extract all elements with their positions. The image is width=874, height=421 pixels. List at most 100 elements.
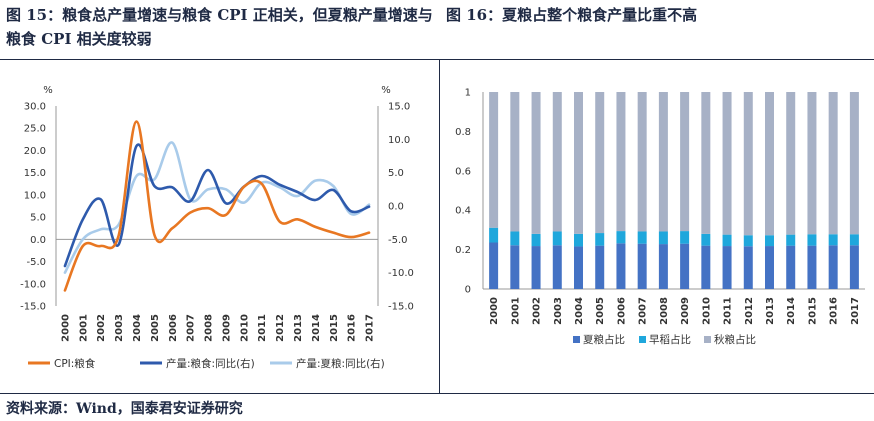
y-tick-label: 0.6: [455, 166, 471, 177]
y-tick-label: 0.2: [455, 245, 471, 256]
bar-segment-3: [786, 92, 796, 235]
bar-segment-3: [574, 92, 583, 234]
left-tick-label: 5.0: [30, 213, 46, 224]
x-tick-label: 2001: [510, 297, 521, 325]
x-tick-label: 2009: [221, 314, 232, 342]
bar-segment-3: [828, 92, 838, 235]
bar-segment-2: [701, 233, 711, 246]
legend-label-1: 夏粮占比: [583, 333, 625, 346]
legend-swatch-1: [573, 336, 580, 343]
x-tick-label: 2011: [723, 297, 734, 325]
y-tick-label: 0.4: [455, 206, 471, 217]
panel-divider: [439, 60, 440, 393]
bar-segment-3: [595, 92, 605, 234]
bar-segment-2: [807, 234, 817, 246]
x-tick-label: 2005: [595, 297, 606, 325]
legend-label-2: 产量:粮食:同比(右): [166, 357, 255, 370]
bar-segment-1: [722, 246, 732, 289]
bar-segment-2: [637, 231, 647, 244]
figure-15-line-chart: % % 30.0 25.0 20.0 15.0 10.0 5.0 0.0 -5.0 -10.0 -15…: [20, 85, 414, 370]
y-tick-label: 0: [465, 285, 471, 296]
figure-16-title: 图 16：夏粮占整个粮食产量比重不高: [446, 6, 698, 24]
x-tick-label: 2002: [532, 297, 543, 325]
bar-segment-1: [595, 245, 605, 289]
x-tick-label: 2013: [765, 297, 776, 325]
left-tick-label: 30.0: [24, 102, 46, 113]
bar-segment-1: [701, 245, 711, 289]
right-tick-label: 0.0: [388, 202, 404, 213]
bar-segment-2: [849, 234, 859, 246]
right-tick-label: 15.0: [388, 102, 410, 113]
x-tick-label: 2004: [574, 297, 585, 325]
right-tick-label: -5.0: [388, 235, 408, 246]
series-line-2: [63, 143, 371, 268]
legend-label-1: CPI:粮食: [54, 357, 96, 370]
bar-segment-2: [722, 234, 732, 247]
bar-segment-2: [828, 234, 838, 246]
x-tick-label: 2003: [114, 314, 125, 342]
left-tick-label: -15.0: [20, 302, 46, 313]
x-tick-label: 2015: [807, 297, 818, 325]
bar-segment-1: [849, 245, 859, 289]
bar-segment-1: [552, 245, 562, 289]
x-tick-label: 2001: [78, 314, 89, 342]
bar-segment-3: [722, 92, 732, 235]
x-tick-label: 2000: [60, 314, 71, 342]
bar-segment-2: [786, 234, 796, 246]
bar-segment-1: [574, 246, 583, 289]
bar-segment-1: [807, 245, 817, 289]
x-tick-label: 2012: [275, 314, 286, 342]
bar-segment-1: [765, 246, 774, 289]
x-tick-label: 2010: [701, 297, 712, 325]
bar-segment-3: [849, 92, 859, 235]
x-tick-label: 2017: [365, 314, 376, 342]
x-tick-label: 2013: [293, 314, 304, 342]
left-tick-label: -10.0: [20, 279, 46, 290]
bar-segment-2: [489, 227, 499, 243]
x-tick-label: 2008: [659, 297, 670, 325]
figure-15-title: 图 15：粮食总产量增速与粮食 CPI 正相关，但夏粮产量增速与粮食 CPI 相…: [6, 6, 433, 48]
bar-segment-3: [765, 92, 774, 236]
bar-segment-2: [658, 231, 668, 245]
bar-segment-2: [765, 235, 774, 247]
bar-segment-1: [510, 245, 520, 289]
bar-segment-3: [616, 92, 626, 232]
legend-label-3: 产量:夏粮:同比(右): [296, 357, 385, 370]
x-tick-label: 2015: [329, 314, 340, 342]
x-tick-label: 2002: [96, 314, 107, 342]
bar-segment-2: [743, 235, 753, 247]
x-tick-label: 2012: [744, 297, 755, 325]
left-tick-label: 15.0: [24, 168, 46, 179]
x-tick-label: 2006: [616, 297, 627, 325]
bar-segment-1: [531, 246, 541, 289]
legend-label-3: 秋粮占比: [714, 333, 756, 346]
source-note: 资料来源：Wind，国泰君安证券研究: [6, 401, 243, 417]
bar-segment-3: [489, 92, 499, 228]
legend-swatch-3: [704, 336, 711, 343]
bar-segment-1: [637, 243, 647, 289]
bar-segment-3: [701, 92, 711, 234]
bar-segment-1: [680, 243, 690, 289]
x-tick-label: 2010: [239, 314, 250, 342]
right-tick-label: 10.0: [388, 135, 410, 146]
left-tick-label: 0.0: [30, 235, 46, 246]
bar-segment-2: [680, 231, 690, 244]
figure-16-stacked-bar-chart: 0 0.2 0.4 0.6 0.8 1 2000 2001 2002 2003 2004 2005 20…: [455, 88, 865, 346]
bar-segment-2: [552, 231, 562, 246]
bar-segment-1: [828, 245, 838, 289]
x-tick-label: 2007: [638, 297, 649, 325]
left-tick-label: 25.0: [24, 124, 46, 135]
x-tick-label: 2006: [168, 314, 179, 342]
bar-segment-3: [552, 92, 562, 232]
x-tick-label: 2004: [132, 314, 143, 342]
x-tick-label: 2016: [829, 297, 840, 325]
y-tick-label: 0.8: [455, 127, 471, 138]
left-tick-label: -5.0: [26, 257, 46, 268]
bar-segment-1: [489, 242, 499, 289]
bar-segment-2: [531, 233, 541, 247]
right-tick-label: 5.0: [388, 168, 404, 179]
bottom-rule: [0, 393, 874, 394]
left-tick-label: 20.0: [24, 146, 46, 157]
bar-segment-3: [637, 92, 647, 232]
right-axis-unit: %: [381, 85, 391, 96]
